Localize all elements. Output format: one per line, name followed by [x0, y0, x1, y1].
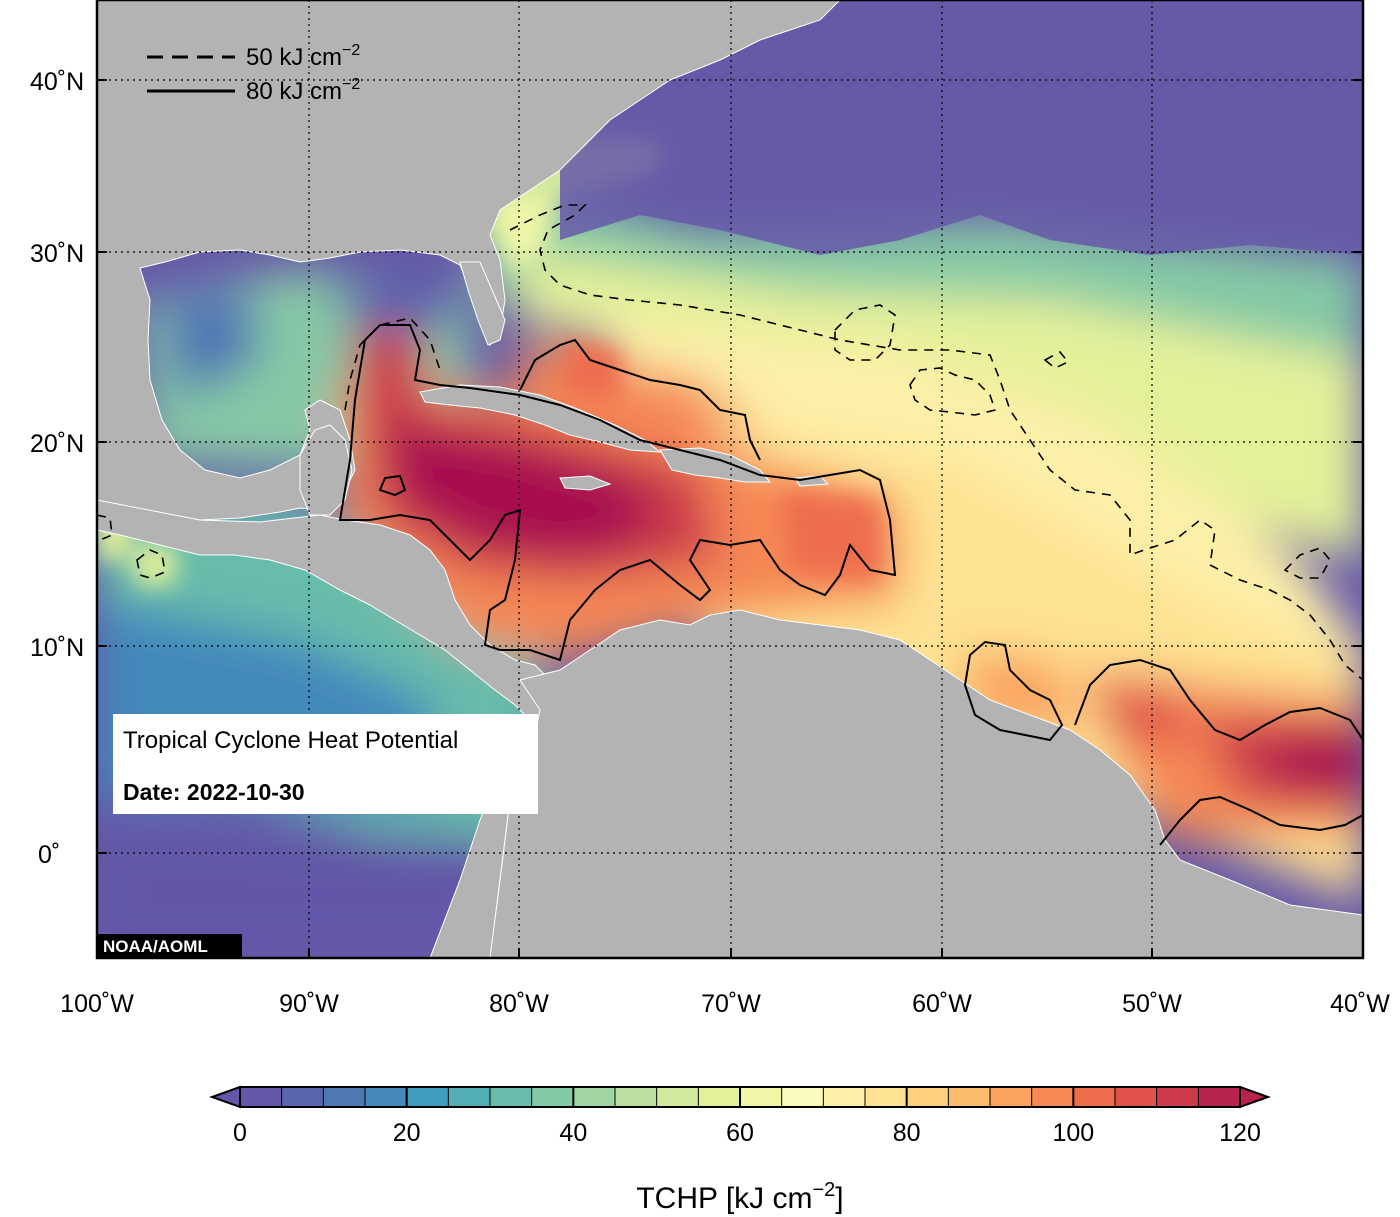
- colorbar-cell: [573, 1087, 616, 1107]
- lat-label-10n: 10˚N: [30, 634, 84, 662]
- colorbar-cell: [1156, 1087, 1199, 1107]
- colorbar-title: TCHP [kJ cm−2]: [636, 1179, 843, 1215]
- colorbar-tick-label: 60: [726, 1119, 754, 1147]
- contours-50: [97, 204, 1363, 681]
- lat-label-0: 0˚: [38, 841, 60, 869]
- yucatan: [299, 424, 353, 516]
- lat-label-20n: 20˚N: [30, 430, 84, 458]
- colorbar-cell: [323, 1087, 366, 1107]
- lon-label-60w: 60˚W: [912, 990, 972, 1018]
- credit-background: [97, 934, 242, 958]
- colorbar: 0 20 40 60 80 100 120 TCHP [kJ cm−2]: [209, 1085, 1271, 1215]
- credit-badge: NOAA/AOML: [97, 934, 242, 958]
- colorbar-cell: [281, 1087, 324, 1107]
- latitude-labels: 40˚N 30˚N 20˚N 10˚N 0˚: [30, 68, 84, 869]
- south-america: [489, 609, 1363, 958]
- credit-text: NOAA/AOML: [103, 937, 208, 956]
- colorbar-cell: [656, 1087, 699, 1107]
- colorbar-ticks: 0 20 40 60 80 100 120: [233, 1087, 1261, 1147]
- colorbar-cell: [823, 1087, 866, 1107]
- colorbar-cell: [906, 1087, 949, 1107]
- lon-label-40w: 40˚W: [1330, 990, 1390, 1018]
- map-title: Tropical Cyclone Heat Potential: [123, 727, 458, 754]
- lon-label-70w: 70˚W: [701, 990, 761, 1018]
- jamaica: [559, 475, 612, 491]
- lat-label-40n: 40˚N: [30, 68, 84, 96]
- cuba: [419, 384, 662, 453]
- colorbar-cell: [698, 1087, 741, 1107]
- contours-80: [338, 324, 1363, 846]
- map-panel: [97, 0, 1363, 958]
- land-masses: [97, 0, 1363, 958]
- colorbar-cell: [240, 1087, 283, 1107]
- colorbar-cell: [490, 1087, 533, 1107]
- colorbar-cell: [615, 1087, 658, 1107]
- hispaniola: [659, 447, 772, 483]
- info-box-background: [113, 714, 538, 814]
- colorbar-over-arrow: [1239, 1085, 1271, 1109]
- longitude-labels: 100˚W 90˚W 80˚W 70˚W 60˚W 50˚W 40˚W: [60, 990, 1390, 1018]
- colorbar-tick-label: 100: [1052, 1119, 1094, 1147]
- colorbar-cell: [781, 1087, 824, 1107]
- colorbar-cell: [531, 1087, 574, 1107]
- colorbar-cell: [406, 1087, 449, 1107]
- colorbar-cell: [740, 1087, 783, 1107]
- colorbar-cell: [948, 1087, 991, 1107]
- legend-item-80: 80 kJ cm−2: [246, 76, 360, 105]
- florida: [459, 261, 506, 346]
- colorbar-cells: [240, 1087, 1241, 1107]
- colorbar-cell: [1115, 1087, 1158, 1107]
- lon-label-100w: 100˚W: [60, 990, 134, 1018]
- heat-field: [97, 170, 1363, 958]
- lon-label-80w: 80˚W: [489, 990, 549, 1018]
- lon-label-90w: 90˚W: [279, 990, 339, 1018]
- colorbar-tick-label: 40: [559, 1119, 587, 1147]
- colorbar-cell: [865, 1087, 908, 1107]
- frame-ticks: [97, 79, 1363, 958]
- colorbar-tick-label: 80: [893, 1119, 921, 1147]
- colorbar-cell: [365, 1087, 408, 1107]
- colorbar-cell: [1031, 1087, 1074, 1107]
- legend-item-50: 50 kJ cm−2: [246, 42, 360, 71]
- lat-label-30n: 30˚N: [30, 240, 84, 268]
- map-date: Date: 2022-10-30: [123, 779, 305, 805]
- colorbar-cell: [990, 1087, 1033, 1107]
- colorbar-tick-label: 20: [393, 1119, 421, 1147]
- colorbar-under-arrow: [209, 1085, 241, 1109]
- north-atlantic-cold-water: [560, 0, 1363, 255]
- colorbar-tick-label: 0: [233, 1119, 247, 1147]
- lon-label-50w: 50˚W: [1122, 990, 1182, 1018]
- colorbar-cell: [1198, 1087, 1241, 1107]
- contour-legend: 50 kJ cm−2 80 kJ cm−2: [147, 42, 360, 105]
- colorbar-cell: [1073, 1087, 1116, 1107]
- info-box: Tropical Cyclone Heat Potential Date: 20…: [113, 714, 538, 814]
- colorbar-tick-label: 120: [1219, 1119, 1261, 1147]
- colorbar-cell: [448, 1087, 491, 1107]
